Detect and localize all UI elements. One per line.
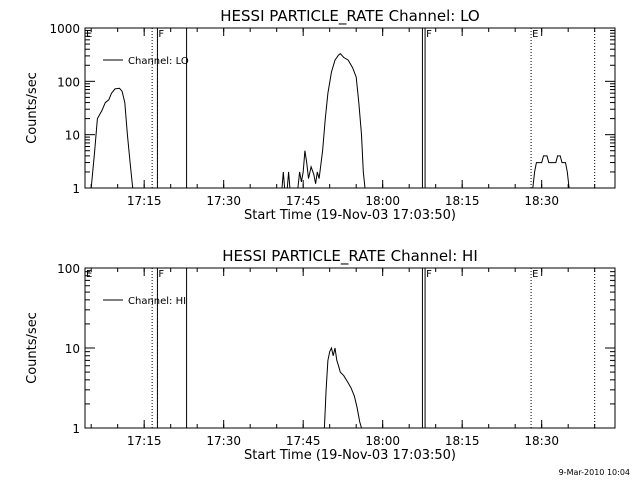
y-axis-label: Counts/sec xyxy=(25,72,40,144)
time-marker-label: E xyxy=(86,29,92,40)
y-tick-label: 1000 xyxy=(49,22,80,36)
x-tick-label: 17:45 xyxy=(286,194,321,208)
data-line-segment-1 xyxy=(90,87,134,189)
time-marker-label: F xyxy=(158,269,164,280)
x-tick-label: 17:30 xyxy=(206,194,241,208)
time-marker-label: F xyxy=(426,29,432,40)
data-line-segment-2 xyxy=(281,171,291,189)
plot-frame xyxy=(84,267,616,429)
y-tick-label: 10 xyxy=(65,342,80,356)
y-axis: 1 10 100 xyxy=(57,262,615,436)
x-axis: 17:15 17:30 17:45 18:00 18:15 18:30 xyxy=(90,268,596,448)
y-tick-label: 100 xyxy=(57,262,80,276)
legend-label: Channel: HI xyxy=(128,296,186,307)
x-tick-label: 18:30 xyxy=(524,434,559,448)
y-axis-label: Counts/sec xyxy=(25,312,40,384)
data-line-segment-3 xyxy=(297,53,366,189)
y-tick-label: 1 xyxy=(72,422,80,436)
x-tick-label: 17:15 xyxy=(127,434,162,448)
x-tick-label: 17:15 xyxy=(127,194,162,208)
y-tick-label: 100 xyxy=(57,75,80,89)
time-marker-label: E xyxy=(86,269,92,280)
x-axis-label: Start Time (19-Nov-03 17:03:50) xyxy=(244,208,456,223)
legend: Channel: HI xyxy=(103,296,186,307)
x-tick-label: 18:15 xyxy=(445,434,480,448)
time-marker-label: F xyxy=(158,29,164,40)
time-marker-label: E xyxy=(532,269,538,280)
x-axis: 17:15 17:30 17:45 18:00 18:15 18:30 xyxy=(90,28,596,208)
chart-panel-2: HESSI PARTICLE_RATE Channel: HI 17:15 17:3… xyxy=(25,247,616,463)
generation-timestamp: 9-Mar-2010 10:04 xyxy=(558,468,630,477)
data-line-segment-1 xyxy=(323,346,362,429)
x-tick-label: 17:45 xyxy=(286,434,321,448)
time-marker-label: F xyxy=(426,269,432,280)
x-tick-label: 17:30 xyxy=(206,434,241,448)
x-tick-label: 18:00 xyxy=(365,434,400,448)
x-tick-label: 18:15 xyxy=(445,194,480,208)
time-marker-label: E xyxy=(532,29,538,40)
x-axis-label: Start Time (19-Nov-03 17:03:50) xyxy=(244,448,456,463)
plot-frame xyxy=(84,27,616,189)
chart-panel-1: HESSI PARTICLE_RATE Channel: LO 17:15 17:3… xyxy=(25,7,616,223)
x-tick-label: 18:00 xyxy=(365,194,400,208)
chart-title: HESSI PARTICLE_RATE Channel: HI xyxy=(222,247,478,266)
legend: Channel: LO xyxy=(103,56,189,67)
data-line-segment-4 xyxy=(532,155,570,189)
legend-label: Channel: LO xyxy=(128,56,189,67)
x-tick-label: 18:30 xyxy=(524,194,559,208)
y-axis: 1 10 100 1000 xyxy=(49,22,615,196)
chart-title: HESSI PARTICLE_RATE Channel: LO xyxy=(220,7,479,26)
y-tick-label: 10 xyxy=(65,129,80,143)
y-tick-label: 1 xyxy=(72,182,80,196)
